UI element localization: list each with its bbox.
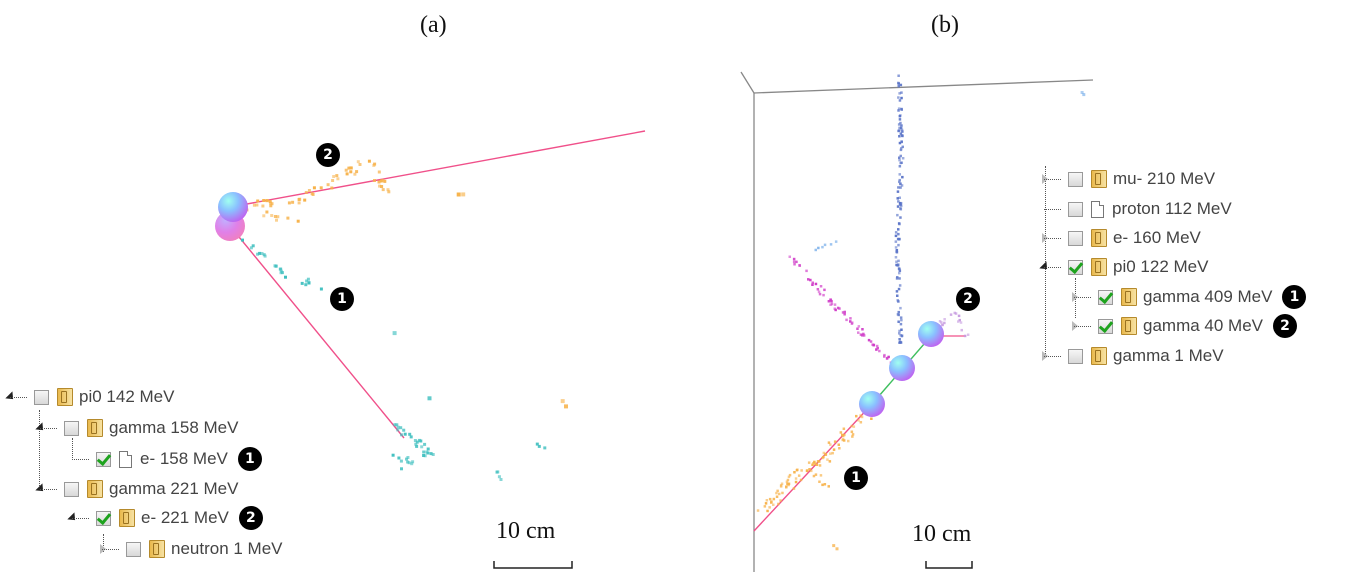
shower-hits-orange-a [244,159,568,409]
panel-a-scene [215,130,646,569]
scale-label-a: 10 cm [496,518,556,544]
folder-icon [87,480,103,498]
tree-node-pi0-122[interactable]: pi0 122 MeV [1039,256,1209,278]
node-label: e- 158 MeV [140,449,228,468]
expander-icon[interactable] [35,478,60,500]
node-checkbox-checked[interactable] [96,510,111,526]
tree-node-neutron-1[interactable]: neutron 1 MeV [100,538,283,560]
badge-two-b: 2 [956,287,980,311]
node-checkbox[interactable] [1068,171,1083,187]
tree-node-gamma-40[interactable]: gamma 40 MeV 2 [1072,314,1297,338]
tree-connector [70,448,92,470]
particle-tree-b: mu- 210 MeV proton 112 MeV e- 160 MeV pi… [1039,166,1352,376]
node-checkbox-checked[interactable] [96,451,111,467]
folder-icon [149,540,165,558]
folder-icon [87,419,103,437]
panel-label-a: (a) [420,12,447,38]
folder-icon [1091,170,1107,188]
tree-node-proton-112[interactable]: proton 112 MeV [1042,198,1232,220]
node-checkbox[interactable] [1068,348,1083,364]
tree-node-e-158[interactable]: e- 158 MeV 1 [70,447,262,471]
node-label: neutron 1 MeV [171,539,283,558]
node-label: mu- 210 MeV [1113,169,1216,188]
node-checkbox[interactable] [126,541,141,557]
tree-node-gamma-221[interactable]: gamma 221 MeV [35,478,239,500]
badge-one: 1 [237,447,262,471]
folder-icon [119,509,135,527]
panel-label-b: (b) [931,12,959,38]
badge-one-b: 1 [844,466,868,490]
badge-one-a: 1 [330,287,354,311]
node-checkbox[interactable] [1068,230,1083,246]
electron-hits-lightblue-b [814,91,1086,252]
expander-icon[interactable] [1042,345,1064,367]
node-label: gamma 221 MeV [109,479,239,498]
muon-hits-blue-b [894,74,905,344]
vertex-sphere-3-b [918,321,944,347]
node-checkbox-checked[interactable] [1068,259,1083,275]
expander-icon[interactable] [1072,286,1094,308]
folder-icon [1091,258,1107,276]
node-checkbox[interactable] [1068,201,1083,217]
tree-connector [1042,198,1064,220]
badge-two: 2 [238,506,263,530]
tree-node-e-221[interactable]: e- 221 MeV 2 [67,506,263,530]
folder-icon [1091,229,1107,247]
detector-box-frame [740,71,1094,572]
shower-hits-cyan-a [241,238,547,481]
folder-icon [1091,347,1107,365]
photon-track-1-a [229,225,405,439]
node-label: pi0 142 MeV [79,387,175,406]
tree-node-gamma-1[interactable]: gamma 1 MeV [1042,345,1224,367]
vertex-sphere-2-b [889,355,915,381]
expander-icon[interactable] [5,386,30,408]
node-label: gamma 409 MeV [1143,287,1273,306]
tree-node-e-160[interactable]: e- 160 MeV [1042,227,1201,249]
photon-track-2-a [235,130,646,207]
scale-bar-a [493,561,573,569]
node-checkbox[interactable] [34,389,49,405]
expander-icon[interactable] [1042,168,1064,190]
tree-node-pi0-142[interactable]: pi0 142 MeV [5,386,175,408]
expander-icon[interactable] [35,417,60,439]
node-label: gamma 1 MeV [1113,346,1224,365]
expander-icon[interactable] [1039,256,1064,278]
proton-hits-magenta-b [788,255,900,369]
node-label: gamma 40 MeV [1143,316,1263,335]
badge-one: 1 [1282,285,1307,309]
node-checkbox-checked[interactable] [1098,289,1113,305]
badge-two-a: 2 [316,143,340,167]
shower-hits-violet-b [938,311,970,338]
node-label: e- 221 MeV [141,508,229,527]
particle-tree-a: pi0 142 MeV gamma 158 MeV e- 158 MeV 1 g… [5,386,328,576]
vertex-sphere-1-b [859,391,885,417]
folder-icon [1121,317,1137,335]
panel-b-scene [740,71,1094,572]
folder-icon [1121,288,1137,306]
badge-two: 2 [1273,314,1297,338]
node-label: proton 112 MeV [1112,199,1232,218]
node-checkbox[interactable] [64,481,79,497]
scale-bar-b [925,561,973,569]
node-label: gamma 158 MeV [109,418,239,437]
expander-icon[interactable] [1042,227,1064,249]
tree-node-gamma-409[interactable]: gamma 409 MeV 1 [1072,285,1307,309]
tree-node-gamma-158[interactable]: gamma 158 MeV [35,417,239,439]
expander-icon[interactable] [67,507,92,529]
node-checkbox-checked[interactable] [1098,318,1113,334]
file-icon [119,450,132,468]
vertex-sphere-upper-a [218,192,248,222]
node-label: pi0 122 MeV [1113,257,1209,276]
expander-icon[interactable] [1072,315,1094,337]
node-checkbox[interactable] [64,420,79,436]
expander-icon[interactable] [100,538,122,560]
scale-label-b: 10 cm [912,521,972,547]
node-label: e- 160 MeV [1113,228,1201,247]
tree-node-mu-210[interactable]: mu- 210 MeV [1042,168,1215,190]
folder-icon [57,388,73,406]
file-icon [1091,200,1104,218]
